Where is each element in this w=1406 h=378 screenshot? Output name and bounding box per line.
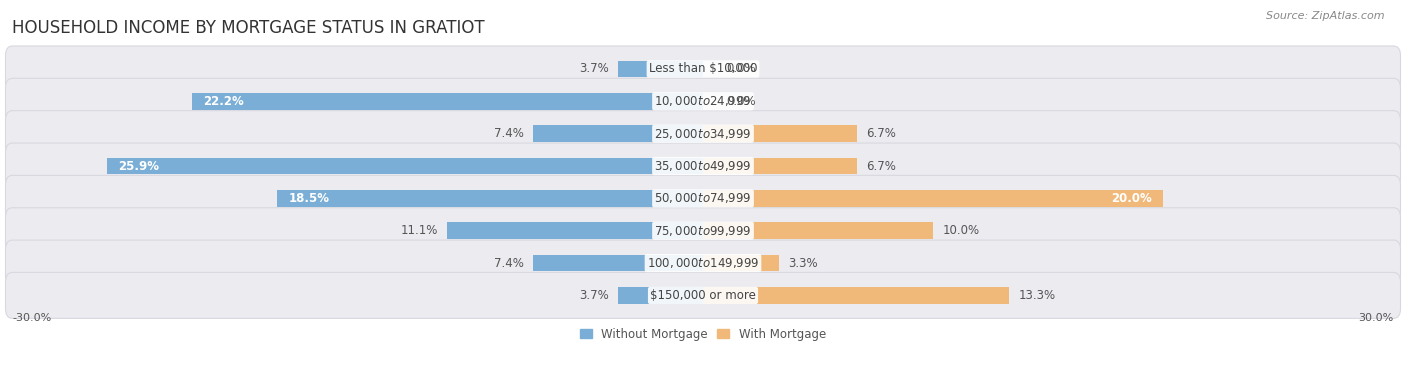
FancyBboxPatch shape xyxy=(6,273,1400,318)
Bar xyxy=(703,255,779,271)
Text: 6.7%: 6.7% xyxy=(866,127,896,140)
Text: -30.0%: -30.0% xyxy=(13,313,52,323)
Bar xyxy=(533,255,703,271)
FancyBboxPatch shape xyxy=(6,208,1400,254)
Text: $100,000 to $149,999: $100,000 to $149,999 xyxy=(647,256,759,270)
Text: $35,000 to $49,999: $35,000 to $49,999 xyxy=(654,159,752,173)
FancyBboxPatch shape xyxy=(6,111,1400,156)
FancyBboxPatch shape xyxy=(6,46,1400,92)
Text: 3.3%: 3.3% xyxy=(789,257,818,270)
Text: Source: ZipAtlas.com: Source: ZipAtlas.com xyxy=(1267,11,1385,21)
Bar xyxy=(107,158,703,174)
Text: Less than $10,000: Less than $10,000 xyxy=(648,62,758,76)
Bar xyxy=(703,190,1163,207)
Text: 10.0%: 10.0% xyxy=(942,224,980,237)
Bar xyxy=(533,125,703,142)
Bar xyxy=(193,93,703,110)
Bar xyxy=(277,190,703,207)
Text: 20.0%: 20.0% xyxy=(1111,192,1152,205)
Text: $50,000 to $74,999: $50,000 to $74,999 xyxy=(654,191,752,205)
Text: 25.9%: 25.9% xyxy=(118,160,159,172)
FancyBboxPatch shape xyxy=(6,78,1400,124)
Text: 30.0%: 30.0% xyxy=(1358,313,1393,323)
Text: 3.7%: 3.7% xyxy=(579,62,609,76)
Text: 11.1%: 11.1% xyxy=(401,224,439,237)
Text: $10,000 to $24,999: $10,000 to $24,999 xyxy=(654,94,752,108)
FancyBboxPatch shape xyxy=(6,143,1400,189)
Text: $75,000 to $99,999: $75,000 to $99,999 xyxy=(654,224,752,238)
Text: HOUSEHOLD INCOME BY MORTGAGE STATUS IN GRATIOT: HOUSEHOLD INCOME BY MORTGAGE STATUS IN G… xyxy=(13,19,485,37)
Text: $25,000 to $34,999: $25,000 to $34,999 xyxy=(654,127,752,141)
Bar xyxy=(617,60,703,77)
Bar xyxy=(703,125,858,142)
Bar xyxy=(703,222,934,239)
Text: 3.7%: 3.7% xyxy=(579,289,609,302)
Text: 13.3%: 13.3% xyxy=(1018,289,1056,302)
Text: 22.2%: 22.2% xyxy=(204,95,245,108)
FancyBboxPatch shape xyxy=(6,175,1400,222)
Text: 7.4%: 7.4% xyxy=(494,127,523,140)
Text: $150,000 or more: $150,000 or more xyxy=(650,289,756,302)
Text: 0.0%: 0.0% xyxy=(725,62,755,76)
FancyBboxPatch shape xyxy=(6,240,1400,286)
Text: 18.5%: 18.5% xyxy=(288,192,329,205)
Bar xyxy=(447,222,703,239)
Bar xyxy=(617,287,703,304)
Bar xyxy=(703,287,1010,304)
Legend: Without Mortgage, With Mortgage: Without Mortgage, With Mortgage xyxy=(575,323,831,345)
Text: 6.7%: 6.7% xyxy=(866,160,896,172)
Text: 7.4%: 7.4% xyxy=(494,257,523,270)
Bar xyxy=(703,158,858,174)
Text: 0.0%: 0.0% xyxy=(725,95,755,108)
